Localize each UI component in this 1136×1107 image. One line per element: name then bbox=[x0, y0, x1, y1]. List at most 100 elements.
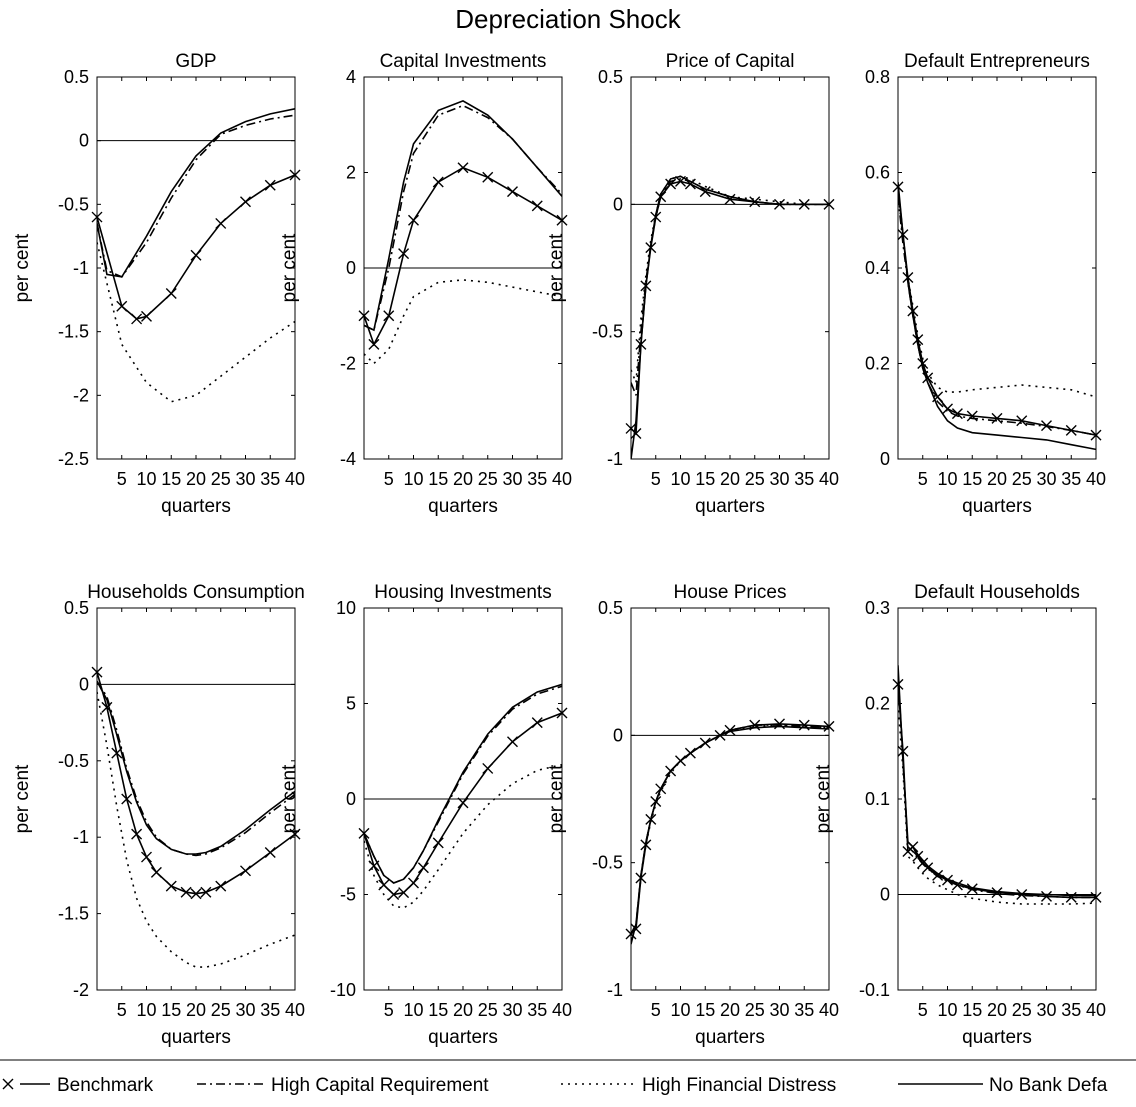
x-tick-label: 5 bbox=[651, 1000, 661, 1020]
series-line bbox=[97, 680, 295, 855]
data-point-marker bbox=[165, 880, 177, 892]
x-tick-label: 25 bbox=[211, 469, 231, 489]
data-point-marker bbox=[215, 217, 227, 229]
data-point-marker bbox=[917, 358, 929, 369]
x-tick-label: 30 bbox=[1036, 1000, 1056, 1020]
subplot-title: GDP bbox=[175, 51, 216, 72]
data-point-marker bbox=[1016, 415, 1028, 427]
series-line bbox=[364, 100, 562, 332]
x-tick-label: 30 bbox=[769, 1000, 789, 1020]
series-line bbox=[631, 725, 829, 945]
y-axis-label: per cent bbox=[12, 764, 33, 833]
x-tick-label: 20 bbox=[720, 1000, 740, 1020]
y-tick-label: -2 bbox=[73, 980, 89, 1000]
y-tick-label: 0.2 bbox=[865, 694, 890, 714]
y-tick-label: 0.1 bbox=[865, 789, 890, 809]
x-tick-label: 15 bbox=[428, 469, 448, 489]
series-line bbox=[898, 703, 1096, 905]
y-tick-label: 0.8 bbox=[865, 67, 890, 87]
y-tick-label: 5 bbox=[346, 694, 356, 714]
data-point-marker bbox=[368, 338, 380, 350]
legend-entry: High Financial Distress bbox=[561, 1075, 836, 1096]
x-tick-label: 5 bbox=[918, 469, 928, 489]
subplot: -2 -1.5 -1 -0.5 0 0.5 5 10 15 20 25 30 35 40 Household… bbox=[12, 582, 305, 1048]
data-point-marker bbox=[482, 762, 494, 774]
data-point-marker bbox=[190, 249, 202, 261]
x-tick-label: 30 bbox=[235, 469, 255, 489]
x-tick-label: 5 bbox=[117, 1000, 127, 1020]
data-point-marker bbox=[383, 310, 395, 322]
data-point-marker bbox=[507, 186, 518, 198]
legend-marker bbox=[2, 1078, 14, 1090]
x-tick-label: 30 bbox=[502, 469, 522, 489]
axes-box bbox=[630, 76, 830, 460]
x-tick-label: 10 bbox=[403, 469, 423, 489]
y-tick-label: -4 bbox=[340, 449, 356, 469]
data-point-marker bbox=[942, 403, 953, 415]
x-tick-label: 10 bbox=[403, 1000, 423, 1020]
series-line bbox=[898, 196, 1096, 436]
x-tick-label: 10 bbox=[937, 1000, 957, 1020]
x-tick-label: 30 bbox=[235, 1000, 255, 1020]
x-tick-label: 35 bbox=[794, 1000, 814, 1020]
x-tick-label: 25 bbox=[1012, 469, 1032, 489]
data-point-marker bbox=[264, 179, 276, 191]
x-tick-label: 20 bbox=[720, 469, 740, 489]
y-tick-label: 0 bbox=[880, 449, 890, 469]
data-point-marker bbox=[180, 886, 192, 898]
x-tick-label: 35 bbox=[1061, 469, 1081, 489]
x-tick-label: 10 bbox=[136, 1000, 156, 1020]
y-tick-label: 0.5 bbox=[64, 598, 89, 618]
y-tick-label: -2 bbox=[73, 385, 89, 405]
legend-entry: Benchmark bbox=[2, 1075, 154, 1096]
data-point-marker bbox=[398, 887, 410, 899]
series-line bbox=[631, 180, 829, 436]
x-tick-label: 10 bbox=[136, 469, 156, 489]
x-tick-label: 40 bbox=[285, 1000, 305, 1020]
data-point-marker bbox=[432, 176, 444, 188]
x-tick-label: 35 bbox=[527, 469, 547, 489]
subplot-title: House Prices bbox=[674, 582, 787, 603]
y-tick-label: -1 bbox=[607, 449, 623, 469]
x-tick-label: 40 bbox=[819, 469, 839, 489]
x-tick-label: 30 bbox=[1036, 469, 1056, 489]
y-tick-label: 0 bbox=[613, 725, 623, 745]
x-tick-label: 15 bbox=[695, 1000, 715, 1020]
series-line bbox=[97, 671, 295, 895]
series-line bbox=[97, 108, 295, 278]
series-markers bbox=[91, 169, 301, 325]
x-tick-label: 5 bbox=[384, 469, 394, 489]
series-line bbox=[631, 724, 829, 940]
y-tick-label: 0.2 bbox=[865, 354, 890, 374]
series-line bbox=[631, 724, 829, 935]
data-point-marker bbox=[141, 310, 152, 322]
data-point-marker bbox=[991, 887, 1003, 899]
data-point-marker bbox=[966, 883, 978, 895]
data-point-marker bbox=[240, 196, 251, 208]
data-point-marker bbox=[417, 862, 429, 874]
data-point-marker bbox=[507, 736, 518, 748]
data-point-marker bbox=[912, 334, 924, 346]
x-tick-label: 40 bbox=[1086, 469, 1106, 489]
legend-label: High Financial Distress bbox=[642, 1075, 836, 1096]
data-point-marker bbox=[482, 171, 494, 183]
data-point-marker bbox=[408, 877, 419, 889]
y-tick-label: -1 bbox=[607, 980, 623, 1000]
y-tick-label: 0 bbox=[79, 674, 89, 694]
data-point-marker bbox=[264, 846, 276, 858]
series-line bbox=[97, 691, 295, 968]
series-line bbox=[364, 763, 562, 909]
y-tick-label: -0.5 bbox=[58, 194, 89, 214]
y-tick-label: 10 bbox=[336, 598, 356, 618]
y-tick-label: -5 bbox=[340, 885, 356, 905]
x-tick-label: 5 bbox=[384, 1000, 394, 1020]
data-point-marker bbox=[150, 866, 162, 878]
x-axis-label: quarters bbox=[962, 496, 1032, 517]
data-point-marker bbox=[951, 408, 963, 420]
x-axis-label: quarters bbox=[428, 1027, 498, 1048]
y-axis-label: per cent bbox=[813, 764, 834, 833]
series-line bbox=[364, 279, 562, 365]
y-axis-label: per cent bbox=[546, 233, 567, 302]
series-line bbox=[97, 174, 295, 320]
y-axis-label: per cent bbox=[279, 233, 300, 302]
